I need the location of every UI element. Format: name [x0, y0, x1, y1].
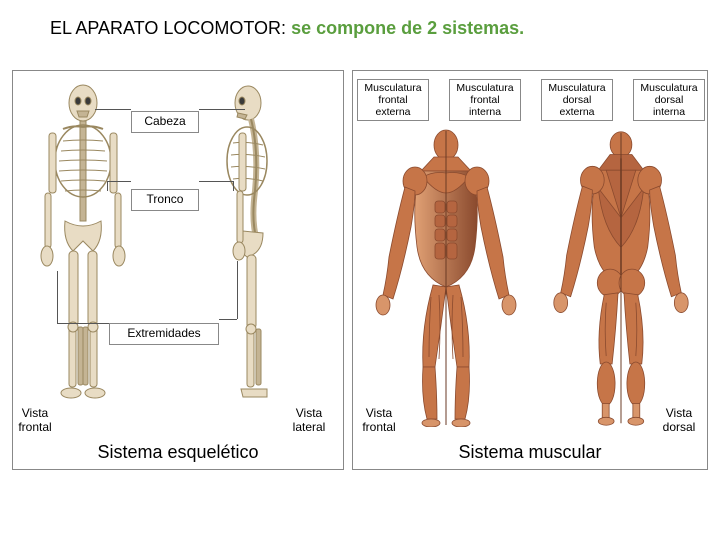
system-name-skeletal: Sistema esquelético [13, 442, 343, 463]
skeleton-frontal [23, 81, 143, 401]
label-cabeza: Cabeza [131, 111, 199, 133]
muscular-dorsal [537, 127, 705, 427]
label-vista-frontal-right: Vista frontal [349, 407, 409, 435]
panel-skeletal: Cabeza Tronco Extremidades Vista frontal… [12, 70, 344, 470]
label-musc-2: Musculatura frontal interna [449, 79, 521, 121]
label-musc-3: Musculatura dorsal externa [541, 79, 613, 121]
label-musc-3-text: Musculatura dorsal externa [548, 82, 605, 118]
label-musc-1-text: Musculatura frontal externa [364, 82, 421, 118]
skeleton-lateral [203, 81, 303, 401]
label-musc-1: Musculatura frontal externa [357, 79, 429, 121]
label-musc-4-text: Musculatura dorsal interna [640, 82, 697, 118]
label-vista-dorsal: Vista dorsal [651, 407, 707, 435]
muscular-frontal [361, 127, 531, 427]
label-tronco-text: Tronco [147, 192, 184, 206]
label-cabeza-text: Cabeza [144, 114, 185, 128]
panel-muscular: Musculatura frontal externa Musculatura … [352, 70, 708, 470]
page-title: EL APARATO LOCOMOTOR: se compone de 2 si… [50, 18, 524, 39]
label-tronco: Tronco [131, 189, 199, 211]
system-name-muscular: Sistema muscular [353, 442, 707, 463]
title-black: EL APARATO LOCOMOTOR: [50, 18, 291, 38]
label-extremidades: Extremidades [109, 323, 219, 345]
label-musc-2-text: Musculatura frontal interna [456, 82, 513, 118]
label-vista-frontal-left: Vista frontal [5, 407, 65, 435]
label-musc-4: Musculatura dorsal interna [633, 79, 705, 121]
title-green: se compone de 2 sistemas. [291, 18, 524, 38]
label-extremidades-text: Extremidades [127, 326, 200, 340]
label-vista-lateral: Vista lateral [279, 407, 339, 435]
